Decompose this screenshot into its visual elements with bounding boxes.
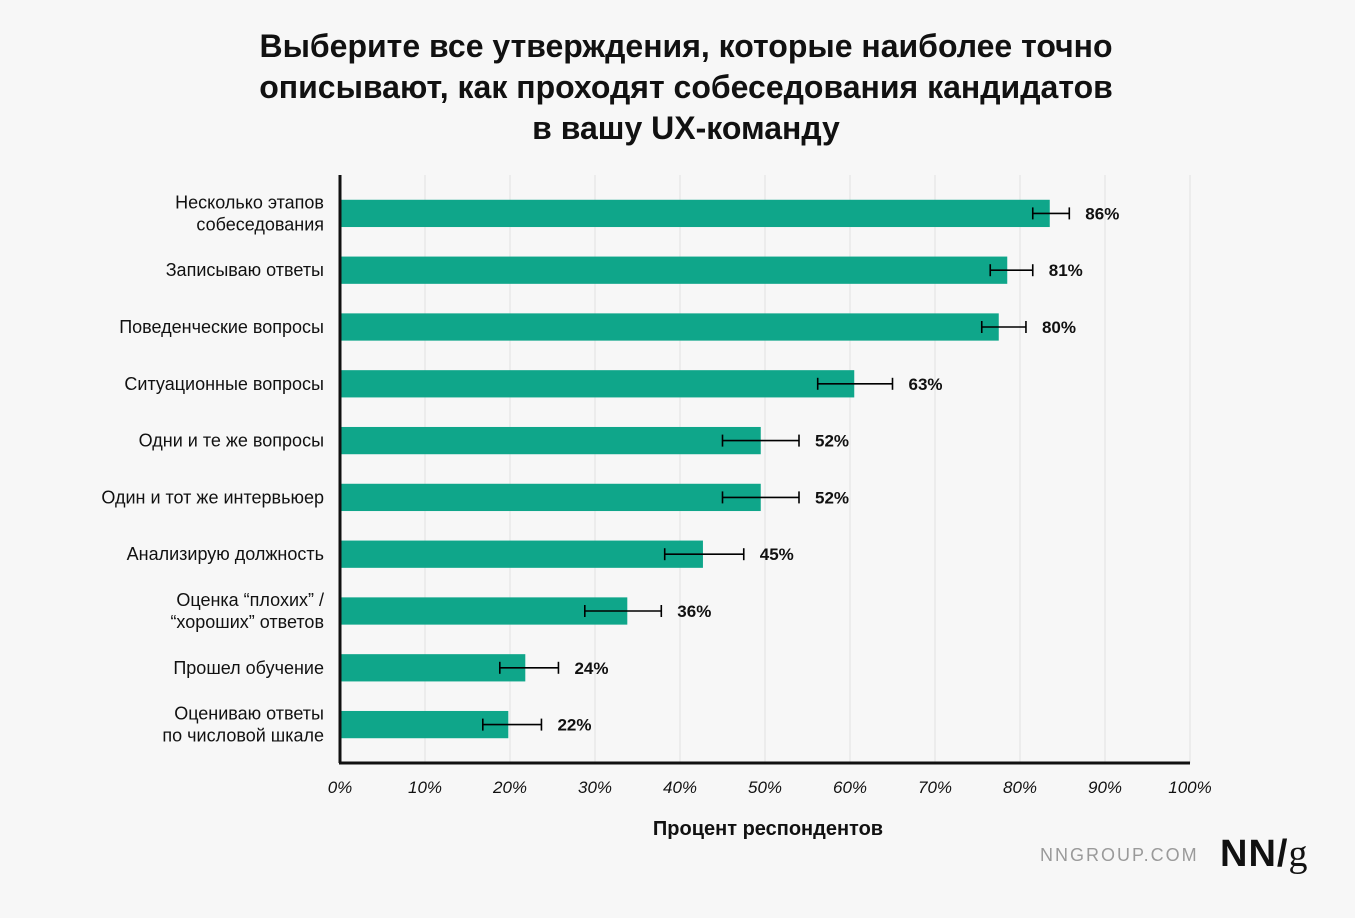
x-tick-label: 100% <box>1168 778 1211 797</box>
category-label: Записываю ответы <box>166 260 324 280</box>
x-tick-label: 50% <box>748 778 782 797</box>
category-label-line: Оценка “плохих” / <box>176 590 324 610</box>
x-tick-label: 70% <box>918 778 952 797</box>
x-tick-label: 90% <box>1088 778 1122 797</box>
category-label: Прошел обучение <box>173 658 324 678</box>
data-label: 24% <box>574 659 608 678</box>
category-label-line: Анализирую должность <box>127 544 324 564</box>
x-axis-label: Процент респондентов <box>652 818 884 840</box>
x-tick-label: 0% <box>328 778 353 797</box>
bar <box>340 370 855 398</box>
data-label: 36% <box>677 602 711 621</box>
x-tick-label: 80% <box>1003 778 1037 797</box>
data-label: 63% <box>909 375 943 394</box>
category-label-line: Несколько этапов <box>175 192 324 212</box>
bar <box>340 313 999 341</box>
x-tick-label: 60% <box>833 778 867 797</box>
bar <box>340 654 526 682</box>
bar <box>340 597 628 625</box>
category-label: Оцениваю ответы по числовой шкале <box>162 704 324 746</box>
data-label: 86% <box>1085 204 1119 223</box>
category-label-line: “хороших” ответов <box>170 612 324 632</box>
data-label: 52% <box>815 432 849 451</box>
category-label-line: собеседования <box>196 214 324 234</box>
bar <box>340 710 509 739</box>
category-label-line: Один и тот же интервьюер <box>101 487 324 507</box>
title-line-2: описывают, как проходят собеседования ка… <box>259 69 1113 105</box>
logo-nn: NN <box>1220 833 1277 875</box>
title-line-3: в вашу UX-команду <box>532 110 840 146</box>
category-label-line: Оцениваю ответы <box>174 704 324 724</box>
logo-slash: / <box>1276 833 1289 875</box>
nngroup-logo: NN/g <box>1220 832 1308 876</box>
category-label: Один и тот же интервьюер <box>101 487 324 507</box>
bar <box>340 483 761 512</box>
category-label: Поведенческие вопросы <box>119 317 324 337</box>
category-label: Анализирую должность <box>127 544 324 564</box>
title-line-1: Выберите все утверждения, которые наибол… <box>259 28 1113 64</box>
category-label: Оценка “плохих” / “хороших” ответов <box>170 590 324 632</box>
source-url[interactable]: NNGROUP.COM <box>1040 845 1199 865</box>
bar <box>340 426 761 455</box>
category-label-line: Ситуационные вопросы <box>124 374 324 394</box>
data-label: 52% <box>815 488 849 507</box>
category-label-line: Поведенческие вопросы <box>119 317 324 337</box>
x-tick-label: 40% <box>663 778 697 797</box>
bar <box>340 256 1008 284</box>
x-tick-label: 20% <box>492 778 527 797</box>
chart-title: Выберите все утверждения, которые наибол… <box>0 26 1355 149</box>
category-label: Ситуационные вопросы <box>124 374 324 394</box>
x-tick-label: 10% <box>408 778 442 797</box>
logo-g: g <box>1288 833 1309 875</box>
data-label: 80% <box>1042 318 1076 337</box>
bar <box>340 540 703 568</box>
data-label: 81% <box>1049 261 1083 280</box>
category-label: Несколько этапов собеседования <box>175 192 324 234</box>
data-label: 22% <box>557 716 591 735</box>
x-tick-label: 30% <box>578 778 612 797</box>
category-label-line: по числовой шкале <box>162 726 324 746</box>
data-label: 45% <box>760 545 794 564</box>
category-label-line: Одни и те же вопросы <box>139 431 324 451</box>
category-label-line: Прошел обучение <box>173 658 324 678</box>
category-label: Одни и те же вопросы <box>139 431 324 451</box>
category-label-line: Записываю ответы <box>166 260 324 280</box>
bar <box>340 199 1050 228</box>
